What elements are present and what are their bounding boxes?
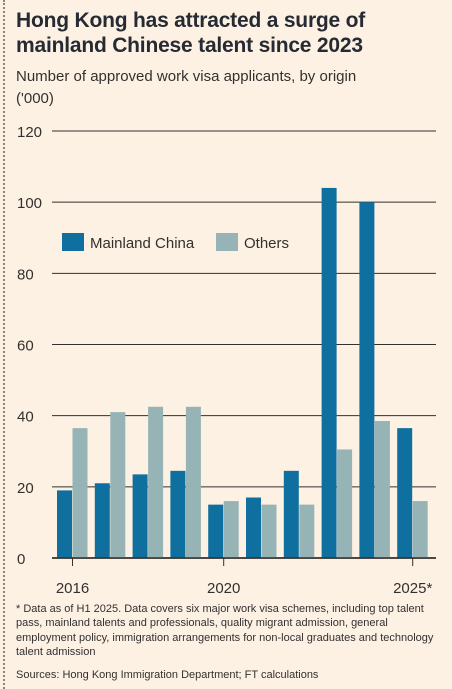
- bar-others: [412, 501, 428, 558]
- bar-mainland: [170, 470, 186, 558]
- legend-label-others: Others: [244, 235, 289, 252]
- source-note: Sources: Hong Kong Immigration Departmen…: [16, 669, 319, 681]
- y-tick-label: 80: [17, 266, 34, 283]
- x-tick-label: 2016: [56, 580, 89, 597]
- bar-others: [374, 421, 390, 558]
- bar-others: [110, 412, 126, 558]
- x-tick-label: 2025*: [393, 580, 432, 597]
- bar-others: [299, 504, 315, 558]
- y-tick-label: 40: [17, 409, 34, 426]
- legend-label-mainland: Mainland China: [90, 235, 195, 252]
- bar-mainland: [321, 187, 337, 558]
- bar-chart: 0 20 40 60 80 100 120 2016 2020 2025* Mainland Chi…: [17, 124, 436, 597]
- bar-mainland: [283, 470, 299, 558]
- bar-mainland: [246, 497, 261, 558]
- footnote: * Data as of H1 2025. Data covers six ma…: [16, 603, 434, 659]
- y-tick-label: 20: [17, 480, 34, 497]
- bar-others: [337, 449, 353, 558]
- bar-mainland: [132, 474, 148, 558]
- y-tick-label: 100: [17, 195, 42, 212]
- legend-swatch-others: [216, 233, 238, 251]
- bar-others: [72, 428, 88, 558]
- left-dotted-rule: [3, 0, 5, 689]
- chart-subtitle: Number of approved work visa applicants,…: [16, 68, 357, 85]
- bar-others: [185, 406, 201, 558]
- y-tick-label: 0: [17, 551, 25, 568]
- bar-mainland: [94, 483, 110, 558]
- bar-others: [261, 504, 277, 558]
- bar-mainland: [57, 490, 72, 558]
- bar-others: [148, 406, 164, 558]
- unit-label: ('000): [16, 90, 54, 107]
- y-tick-label: 120: [17, 124, 42, 141]
- x-tick-label: 2020: [207, 580, 240, 597]
- legend-swatch-mainland: [62, 233, 84, 251]
- y-tick-label: 60: [17, 338, 34, 355]
- bar-mainland: [397, 428, 413, 558]
- chart-title: Hong Kong has attracted a surge of mainl…: [16, 9, 366, 57]
- bar-others: [223, 501, 239, 558]
- bar-mainland: [359, 202, 375, 558]
- bar-mainland: [208, 504, 224, 558]
